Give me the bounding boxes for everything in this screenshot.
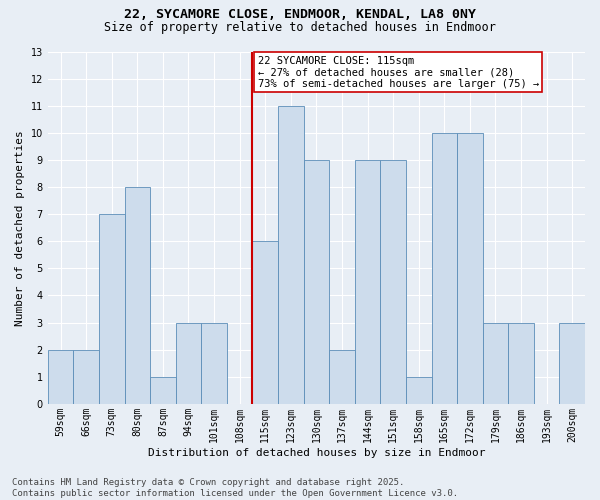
Text: Size of property relative to detached houses in Endmoor: Size of property relative to detached ho… bbox=[104, 21, 496, 34]
Bar bbox=[176, 322, 201, 404]
X-axis label: Distribution of detached houses by size in Endmoor: Distribution of detached houses by size … bbox=[148, 448, 485, 458]
Text: Contains HM Land Registry data © Crown copyright and database right 2025.
Contai: Contains HM Land Registry data © Crown c… bbox=[12, 478, 458, 498]
Bar bbox=[201, 322, 227, 404]
Bar bbox=[304, 160, 329, 404]
Bar bbox=[48, 350, 73, 404]
Bar bbox=[559, 322, 585, 404]
Text: 22 SYCAMORE CLOSE: 115sqm
← 27% of detached houses are smaller (28)
73% of semi-: 22 SYCAMORE CLOSE: 115sqm ← 27% of detac… bbox=[257, 56, 539, 89]
Bar bbox=[150, 377, 176, 404]
Bar bbox=[431, 133, 457, 404]
Bar bbox=[99, 214, 125, 404]
Bar bbox=[482, 322, 508, 404]
Bar bbox=[278, 106, 304, 404]
Bar bbox=[125, 187, 150, 404]
Text: 22, SYCAMORE CLOSE, ENDMOOR, KENDAL, LA8 0NY: 22, SYCAMORE CLOSE, ENDMOOR, KENDAL, LA8… bbox=[124, 8, 476, 20]
Bar bbox=[380, 160, 406, 404]
Bar bbox=[73, 350, 99, 404]
Bar bbox=[355, 160, 380, 404]
Bar bbox=[406, 377, 431, 404]
Bar bbox=[508, 322, 534, 404]
Bar bbox=[253, 242, 278, 404]
Y-axis label: Number of detached properties: Number of detached properties bbox=[15, 130, 25, 326]
Bar bbox=[457, 133, 482, 404]
Bar bbox=[329, 350, 355, 404]
